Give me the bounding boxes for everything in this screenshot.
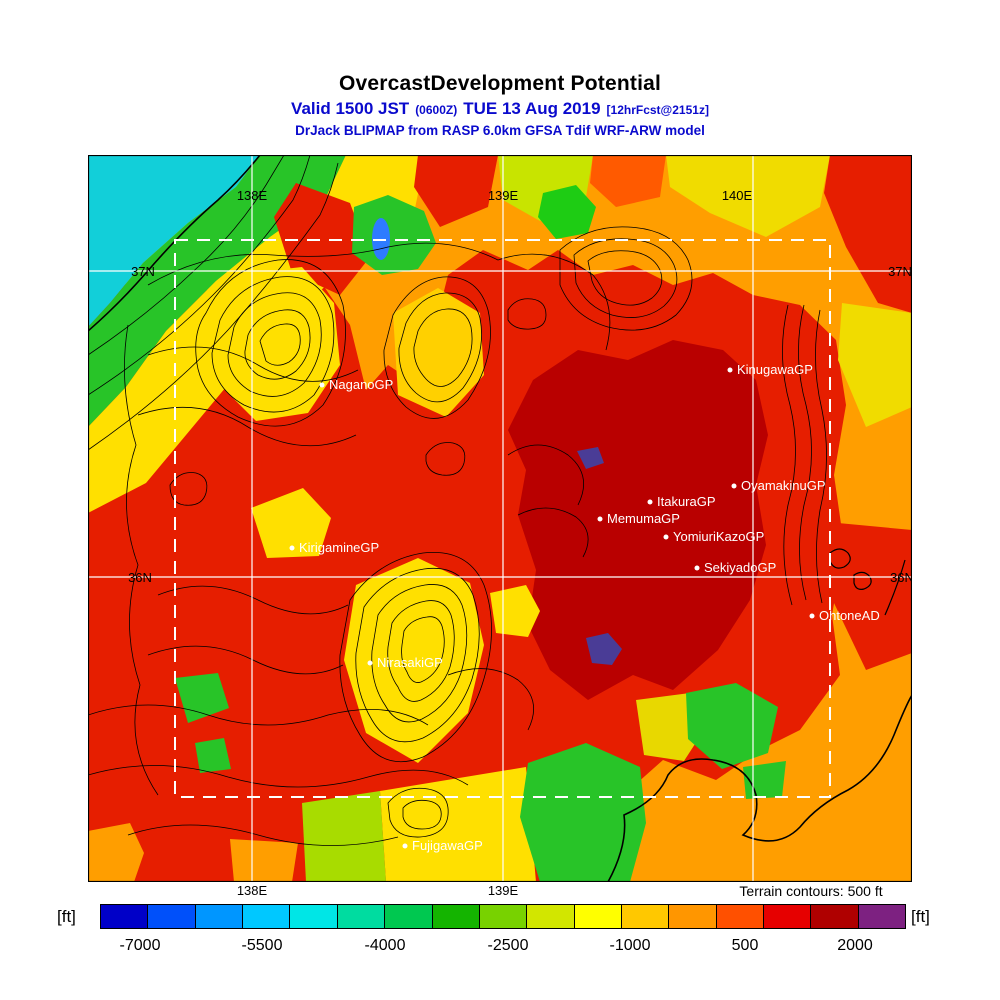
tick-label: -5500 <box>241 937 283 954</box>
tick-label: 500 <box>731 937 759 954</box>
lon-label-139e-bottom: 139E <box>487 883 519 898</box>
station-label: KirigamineGP <box>299 540 379 555</box>
station-dot <box>319 382 325 388</box>
station-dot <box>647 499 653 505</box>
domain-box <box>174 239 831 798</box>
map-border <box>88 155 912 882</box>
map-svg: 138E 139E 140E 37N 37N 36N 36N NaganoGP … <box>88 155 912 882</box>
valid-time: Valid 1500 JST <box>291 99 410 118</box>
grid-labels: 138E 139E 140E 37N 37N 36N 36N <box>128 188 912 585</box>
station-label: FujigawaGP <box>412 838 483 853</box>
tick-label: -2500 <box>487 937 529 954</box>
valid-line: Valid 1500 JST (0600Z) TUE 13 Aug 2019 [12h… <box>0 99 1000 119</box>
station-label: NaganoGP <box>329 377 393 392</box>
colorbar-tick-labels: -7000 -5500 -4000 -2500 -1000 500 2000 <box>0 937 1000 957</box>
terrain-contours-note: Terrain contours: 500 ft <box>739 883 883 899</box>
valid-utc: (0600Z) <box>415 103 458 117</box>
station-nirasakigp: NirasakiGP <box>367 655 443 670</box>
station-dot <box>597 516 603 522</box>
station-dot <box>694 565 700 571</box>
lat-label-37n-left: 37N <box>131 264 155 279</box>
colorbar-segments <box>100 904 906 929</box>
station-naganogp: NaganoGP <box>319 377 393 392</box>
station-dot <box>809 613 815 619</box>
grid-lines <box>88 155 912 882</box>
model-line: DrJack BLIPMAP from RASP 6.0km GFSA Tdif… <box>295 123 705 138</box>
weather-map: 138E 139E 140E 37N 37N 36N 36N NaganoGP … <box>88 155 912 882</box>
colorbar-unit-right: [ft] <box>911 907 930 926</box>
lat-label-36n-right: 36N <box>890 570 912 585</box>
tick-label: -7000 <box>119 937 161 954</box>
station-oyamakinugp: OyamakinuGP <box>731 478 826 493</box>
tick-label: 2000 <box>837 937 873 954</box>
terrain-contours-layer <box>88 155 906 846</box>
field-layer <box>88 155 912 882</box>
station-sekiyadogp: SekiyadoGP <box>694 560 776 575</box>
lon-label-138e-top: 138E <box>237 188 268 203</box>
tick-label: -4000 <box>364 937 406 954</box>
station-label: ItakuraGP <box>657 494 716 509</box>
station-ohtonead: OhtoneAD <box>809 608 880 623</box>
station-memumagp: MemumaGP <box>597 511 680 526</box>
station-label: YomiuriKazoGP <box>673 529 764 544</box>
station-dot <box>289 545 295 551</box>
station-itakuragp: ItakuraGP <box>647 494 716 509</box>
tick-label: -1000 <box>609 937 651 954</box>
station-label: MemumaGP <box>607 511 680 526</box>
chart-title: OvercastDevelopment Potential <box>338 72 662 95</box>
stations: NaganoGP KinugawaGP OyamakinuGP ItakuraG… <box>289 362 880 853</box>
station-yomiurikazogp: YomiuriKazoGP <box>663 529 764 544</box>
pacific-coastline <box>607 694 912 882</box>
station-label: OyamakinuGP <box>741 478 826 493</box>
lat-label-37n-right: 37N <box>888 264 912 279</box>
colorbar: [ft] [ft] <box>0 904 1000 930</box>
station-label: NirasakiGP <box>377 655 443 670</box>
station-dot <box>731 483 737 489</box>
station-kirigaminegp: KirigamineGP <box>289 540 379 555</box>
station-dot <box>727 367 733 373</box>
lon-label-140e-top: 140E <box>722 188 753 203</box>
station-label: SekiyadoGP <box>704 560 776 575</box>
station-dot <box>402 843 408 849</box>
station-label: OhtoneAD <box>819 608 880 623</box>
colorbar-unit-left: [ft] <box>57 907 76 926</box>
lon-label-139e-top: 139E <box>488 188 519 203</box>
station-label: KinugawaGP <box>737 362 813 377</box>
station-dot <box>367 660 373 666</box>
title-block: OvercastDevelopment Potential Valid 1500… <box>0 72 1000 138</box>
lat-label-36n-left: 36N <box>128 570 152 585</box>
valid-date: TUE 13 Aug 2019 <box>463 99 601 118</box>
station-fujigawagp: FujigawaGP <box>402 838 483 853</box>
below-map-labels: 138E 139E Terrain contours: 500 ft <box>0 883 1000 899</box>
lon-label-138e-bottom: 138E <box>236 883 268 898</box>
station-dot <box>663 534 669 540</box>
forecast-cycle: [12hrFcst@2151z] <box>606 103 709 117</box>
station-kinugawagp: KinugawaGP <box>727 362 813 377</box>
